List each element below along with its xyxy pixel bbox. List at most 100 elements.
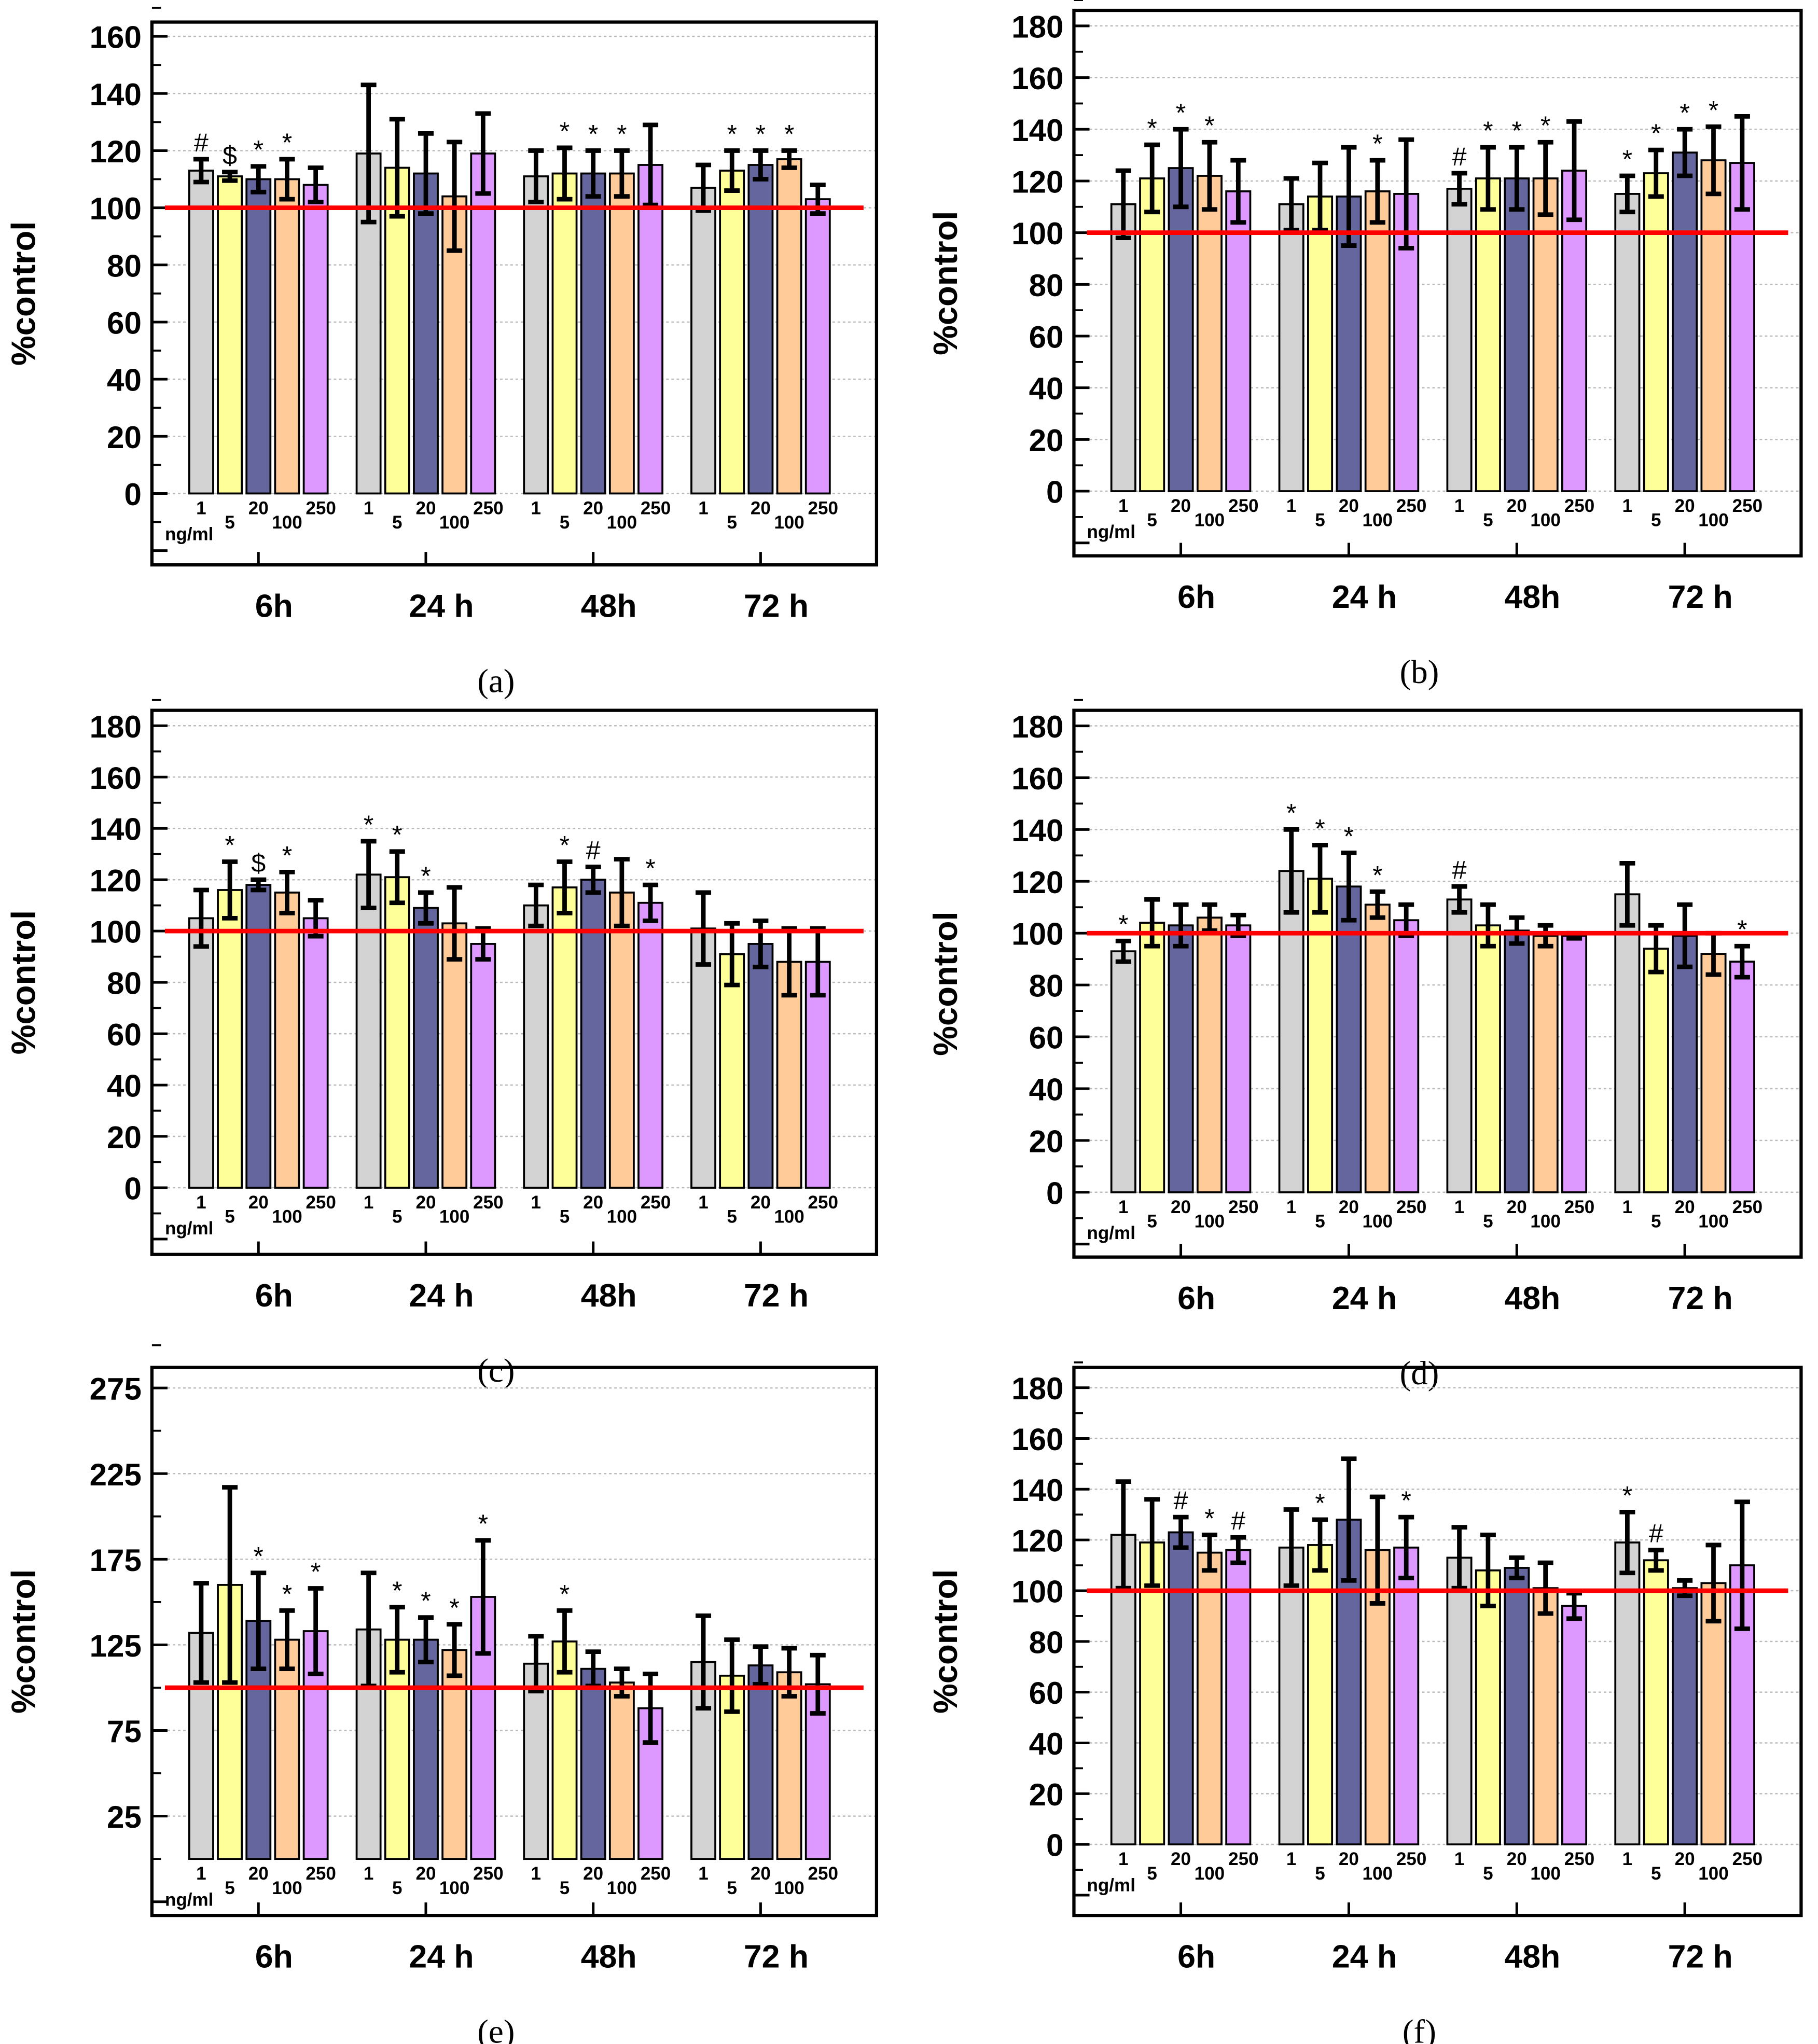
dose-unit-label: ng/ml <box>1087 522 1135 542</box>
bar <box>1168 1531 1194 1846</box>
dose-label: 100 <box>607 1878 637 1898</box>
dose-label: 100 <box>1363 1211 1393 1231</box>
dose-label: 1 <box>1286 496 1296 516</box>
plot-frame <box>150 708 879 1256</box>
bar <box>188 170 214 495</box>
y-tick-label: 80 <box>1029 969 1064 1004</box>
y-tick-label: 120 <box>1011 1524 1063 1559</box>
bar <box>274 892 300 1189</box>
bar <box>1278 870 1304 1193</box>
y-tick-label: 275 <box>90 1372 142 1407</box>
x-tick-label: 72 h <box>1668 1938 1733 1975</box>
y-axis-label: %control <box>926 211 964 355</box>
x-tick-label: 6h <box>255 588 293 624</box>
x-tick-label: 48h <box>1504 1280 1560 1316</box>
significance-marker: * <box>392 1576 402 1605</box>
bar <box>441 922 468 1189</box>
bar <box>274 178 300 495</box>
y-tick-label: 60 <box>107 1018 142 1052</box>
significance-marker: * <box>1512 116 1522 145</box>
significance-marker: * <box>1204 111 1214 140</box>
dose-label: 5 <box>1147 510 1157 531</box>
bar <box>1307 1544 1334 1846</box>
y-axis-label: %control <box>5 1569 43 1714</box>
plot-frame <box>1072 1366 1803 1917</box>
bar <box>1475 177 1501 492</box>
bar <box>776 158 802 495</box>
significance-marker: # <box>1231 1506 1245 1535</box>
y-tick-label: 40 <box>1029 1072 1064 1107</box>
dose-label: 250 <box>306 1864 336 1884</box>
y-tick-label: 140 <box>90 812 142 847</box>
significance-marker: * <box>1147 114 1157 143</box>
y-tick-label: 80 <box>1029 268 1064 303</box>
dose-label: 5 <box>560 1878 570 1898</box>
bar <box>384 1638 410 1860</box>
significance-marker: # <box>1452 142 1467 171</box>
bar <box>355 873 382 1189</box>
significance-marker: * <box>784 119 794 148</box>
bar <box>1504 177 1530 492</box>
dose-label: 250 <box>1564 496 1594 516</box>
dose-label: 20 <box>248 1864 269 1884</box>
significance-marker: * <box>560 831 570 860</box>
bar <box>1307 195 1334 492</box>
significance-marker: # <box>1174 1486 1188 1515</box>
y-tick-label: 20 <box>107 1120 142 1155</box>
significance-marker: * <box>282 841 292 870</box>
panel-label: (a) <box>477 663 515 700</box>
dose-label: 1 <box>1286 1849 1296 1869</box>
significance-marker: * <box>645 854 655 883</box>
y-tick-label: 140 <box>90 77 142 112</box>
dose-label: 250 <box>1228 1849 1258 1869</box>
x-tick-label: 24 h <box>1332 579 1397 615</box>
x-tick-label: 24 h <box>409 1938 474 1975</box>
bar <box>719 170 745 495</box>
dose-label: 100 <box>439 1207 469 1227</box>
y-tick-label: 60 <box>1029 320 1064 355</box>
bar <box>1504 929 1530 1193</box>
dose-label: 20 <box>1675 1197 1695 1217</box>
dose-label: 1 <box>364 1864 373 1884</box>
dose-label: 20 <box>1339 1197 1359 1217</box>
dose-label: 100 <box>774 1878 804 1898</box>
significance-marker: $ <box>251 849 266 878</box>
dose-label: 100 <box>272 1878 302 1898</box>
dose-label: 5 <box>1651 510 1661 531</box>
dose-label: 20 <box>415 1864 436 1884</box>
dose-label: 20 <box>1339 1849 1359 1869</box>
dose-label: 1 <box>364 1192 373 1213</box>
dose-label: 5 <box>1147 1864 1157 1884</box>
x-tick-label: 72 h <box>1668 579 1733 615</box>
y-tick-label: 160 <box>90 761 142 796</box>
dose-label: 1 <box>531 1864 541 1884</box>
dose-label: 5 <box>727 1207 737 1227</box>
dose-label: 5 <box>560 1207 570 1227</box>
y-tick-label: 225 <box>90 1457 142 1492</box>
bar <box>1196 1551 1223 1846</box>
y-tick-label: 20 <box>1029 1124 1064 1159</box>
dose-label: 1 <box>196 1864 206 1884</box>
bar <box>747 1664 774 1860</box>
bar <box>690 187 716 495</box>
significance-marker: * <box>1622 145 1632 174</box>
x-tick-label: 48h <box>1504 579 1560 615</box>
x-tick-label: 6h <box>255 1938 293 1975</box>
dose-label: 5 <box>392 1207 402 1227</box>
dose-label: 100 <box>1530 1211 1560 1231</box>
dose-label: 100 <box>439 512 469 533</box>
dose-label: 1 <box>1454 496 1464 516</box>
dose-label: 1 <box>196 498 206 519</box>
bar <box>1168 167 1194 492</box>
x-tick-label: 48h <box>581 1938 637 1975</box>
y-tick-label: 100 <box>90 915 142 950</box>
dose-label: 250 <box>1564 1849 1594 1869</box>
bar <box>1475 1569 1501 1846</box>
y-tick-label: 180 <box>1011 710 1063 744</box>
bar <box>1225 1549 1252 1846</box>
dose-label: 1 <box>1118 1197 1128 1217</box>
bar <box>1729 162 1755 492</box>
y-tick-label: 120 <box>90 134 142 169</box>
x-tick-label: 48h <box>1504 1938 1560 1975</box>
significance-marker: * <box>1737 915 1747 944</box>
